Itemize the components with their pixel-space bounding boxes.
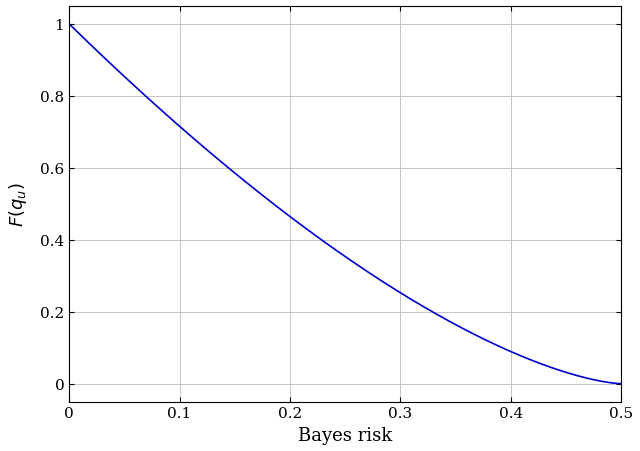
X-axis label: Bayes risk: Bayes risk [298, 426, 392, 444]
Y-axis label: $F(q_u)$: $F(q_u)$ [7, 182, 29, 227]
